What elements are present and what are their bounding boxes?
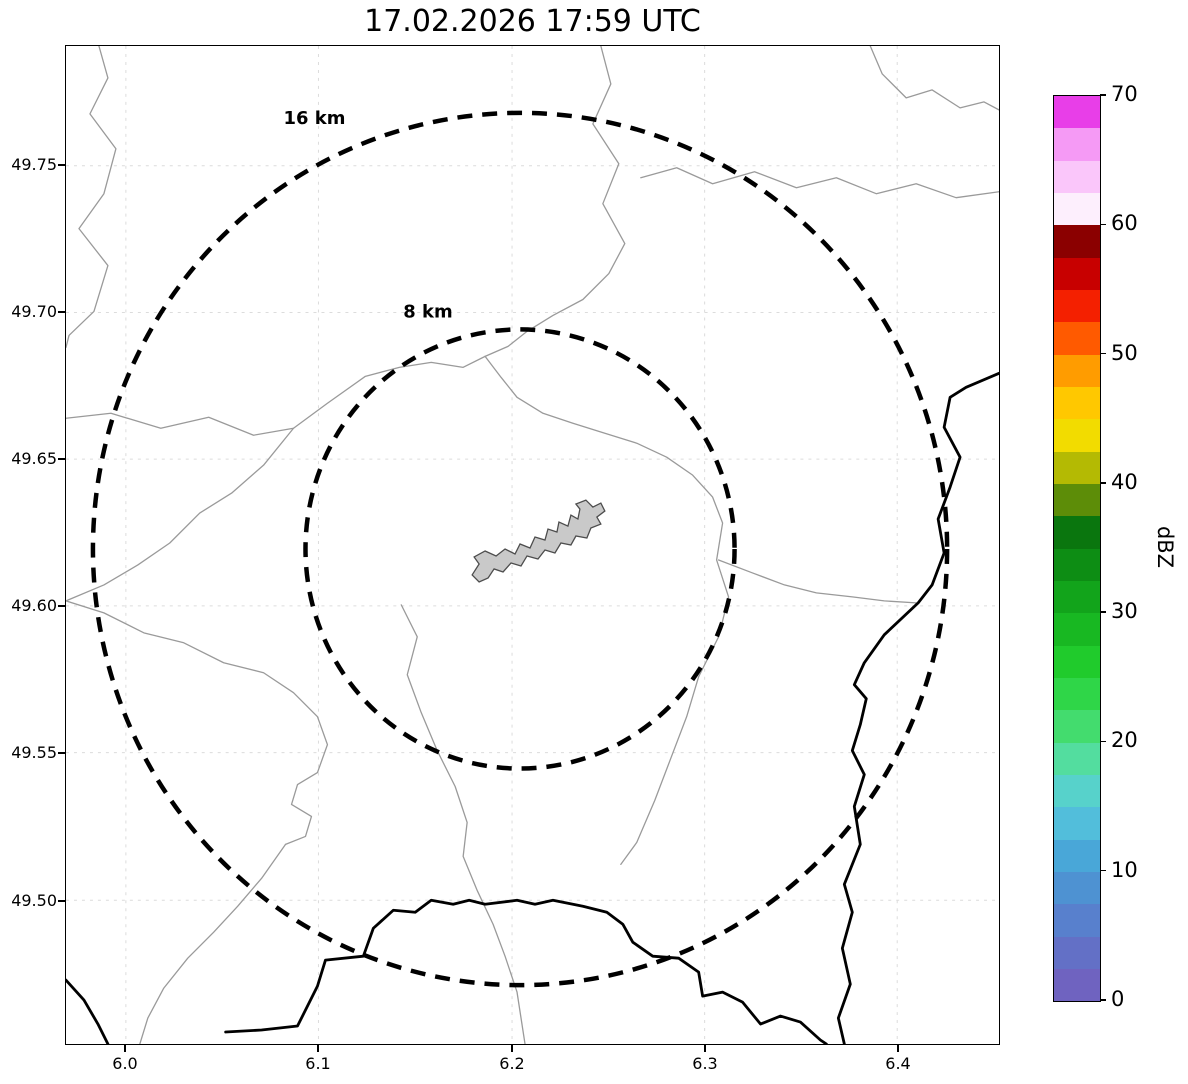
colorbar-swatch (1054, 354, 1100, 387)
colorbar-tick-mark (1100, 999, 1106, 1001)
y-tick-label: 49.50 (11, 891, 57, 910)
colorbar-swatch (1054, 386, 1100, 420)
colorbar (1053, 95, 1101, 1002)
colorbar-swatch (1054, 904, 1100, 937)
y-tick-mark (58, 311, 65, 313)
colorbar-tick-mark (1100, 611, 1106, 613)
colorbar-swatch (1054, 871, 1100, 905)
colorbar-swatch (1054, 645, 1100, 678)
waterway-line (66, 427, 295, 602)
colorbar-swatch (1054, 613, 1100, 646)
colorbar-swatch (1054, 483, 1100, 517)
x-tick-label: 6.0 (112, 1054, 138, 1073)
waterway-line (139, 843, 287, 1044)
x-tick-mark (124, 1045, 126, 1052)
range-ring (90, 110, 950, 988)
x-tick-label: 6.4 (885, 1054, 911, 1073)
colorbar-swatch (1054, 968, 1100, 1002)
colorbar-tick-mark (1100, 870, 1106, 872)
colorbar-swatch (1054, 451, 1100, 484)
colorbar-tick-mark (1100, 482, 1106, 484)
y-tick-mark (58, 605, 65, 607)
y-tick-label: 49.60 (11, 596, 57, 615)
colorbar-swatch (1054, 548, 1100, 581)
map-plot-area: 16 km 8 km (65, 45, 1000, 1045)
waterway-line (66, 355, 486, 436)
y-tick-label: 49.70 (11, 302, 57, 321)
colorbar-tick-mark (1100, 223, 1106, 225)
y-tick-label: 49.75 (11, 155, 57, 174)
colorbar-swatch (1054, 516, 1100, 549)
x-tick-mark (897, 1045, 899, 1052)
colorbar-tick-label: 20 (1111, 728, 1138, 753)
country-border-line (224, 898, 828, 1044)
country-border-line (836, 371, 999, 1044)
waterway-line (869, 46, 999, 111)
colorbar-tick-mark (1100, 740, 1106, 743)
y-tick-mark (58, 164, 65, 166)
range-ring-label: 16 km (284, 108, 346, 129)
x-tick-label: 6.1 (305, 1054, 331, 1073)
colorbar-swatch (1054, 192, 1100, 226)
colorbar-swatch (1054, 96, 1100, 129)
colorbar-swatch (1054, 807, 1100, 840)
map-canvas: 16 km 8 km (66, 46, 999, 1044)
x-tick-label: 6.2 (499, 1054, 525, 1073)
waterway-line (484, 46, 626, 358)
waterway-line (66, 46, 117, 349)
colorbar-swatch (1054, 160, 1100, 193)
x-tick-mark (511, 1045, 513, 1052)
colorbar-swatch (1054, 289, 1100, 323)
colorbar-swatch (1054, 580, 1100, 614)
x-tick-label: 6.3 (692, 1054, 718, 1073)
y-tick-mark (58, 900, 65, 902)
colorbar-swatch (1054, 839, 1100, 872)
colorbar-tick-label: 40 (1111, 469, 1138, 494)
x-tick-mark (317, 1045, 319, 1052)
colorbar-swatch (1054, 936, 1100, 969)
x-tick-mark (704, 1045, 706, 1052)
colorbar-tick-label: 0 (1111, 987, 1125, 1011)
colorbar-tick-label: 10 (1111, 857, 1138, 882)
waterway-line (640, 167, 999, 199)
range-ring-label: 8 km (403, 301, 452, 322)
colorbar-swatch (1054, 257, 1100, 290)
colorbar-tick-label: 30 (1111, 599, 1138, 624)
waterway-line (400, 604, 526, 1044)
colorbar-swatch (1054, 419, 1100, 452)
waterway-line (66, 600, 329, 846)
y-tick-label: 49.55 (11, 743, 57, 762)
waterway-line (484, 355, 730, 866)
colorbar-swatch (1054, 742, 1100, 775)
country-border-line (66, 978, 110, 1044)
colorbar-swatch (1054, 225, 1100, 258)
city-area-polygon (471, 499, 606, 583)
colorbar-swatch (1054, 128, 1100, 161)
colorbar-swatch (1054, 710, 1100, 743)
colorbar-tick-label: 70 (1111, 82, 1138, 106)
range-ring (303, 327, 737, 771)
colorbar-tick-label: 60 (1111, 211, 1138, 236)
y-tick-mark (58, 752, 65, 754)
colorbar-axis-label: dBZ (1153, 525, 1177, 569)
figure-title: 17.02.2026 17:59 UTC (364, 4, 701, 39)
colorbar-swatch (1054, 677, 1100, 711)
y-tick-mark (58, 458, 65, 460)
waterway-line (717, 559, 917, 604)
colorbar-swatch (1054, 322, 1100, 355)
colorbar-tick-label: 50 (1111, 340, 1138, 365)
colorbar-tick-mark (1100, 94, 1106, 96)
colorbar-swatch (1054, 774, 1100, 808)
colorbar-tick-mark (1100, 352, 1106, 355)
y-tick-label: 49.65 (11, 449, 57, 468)
